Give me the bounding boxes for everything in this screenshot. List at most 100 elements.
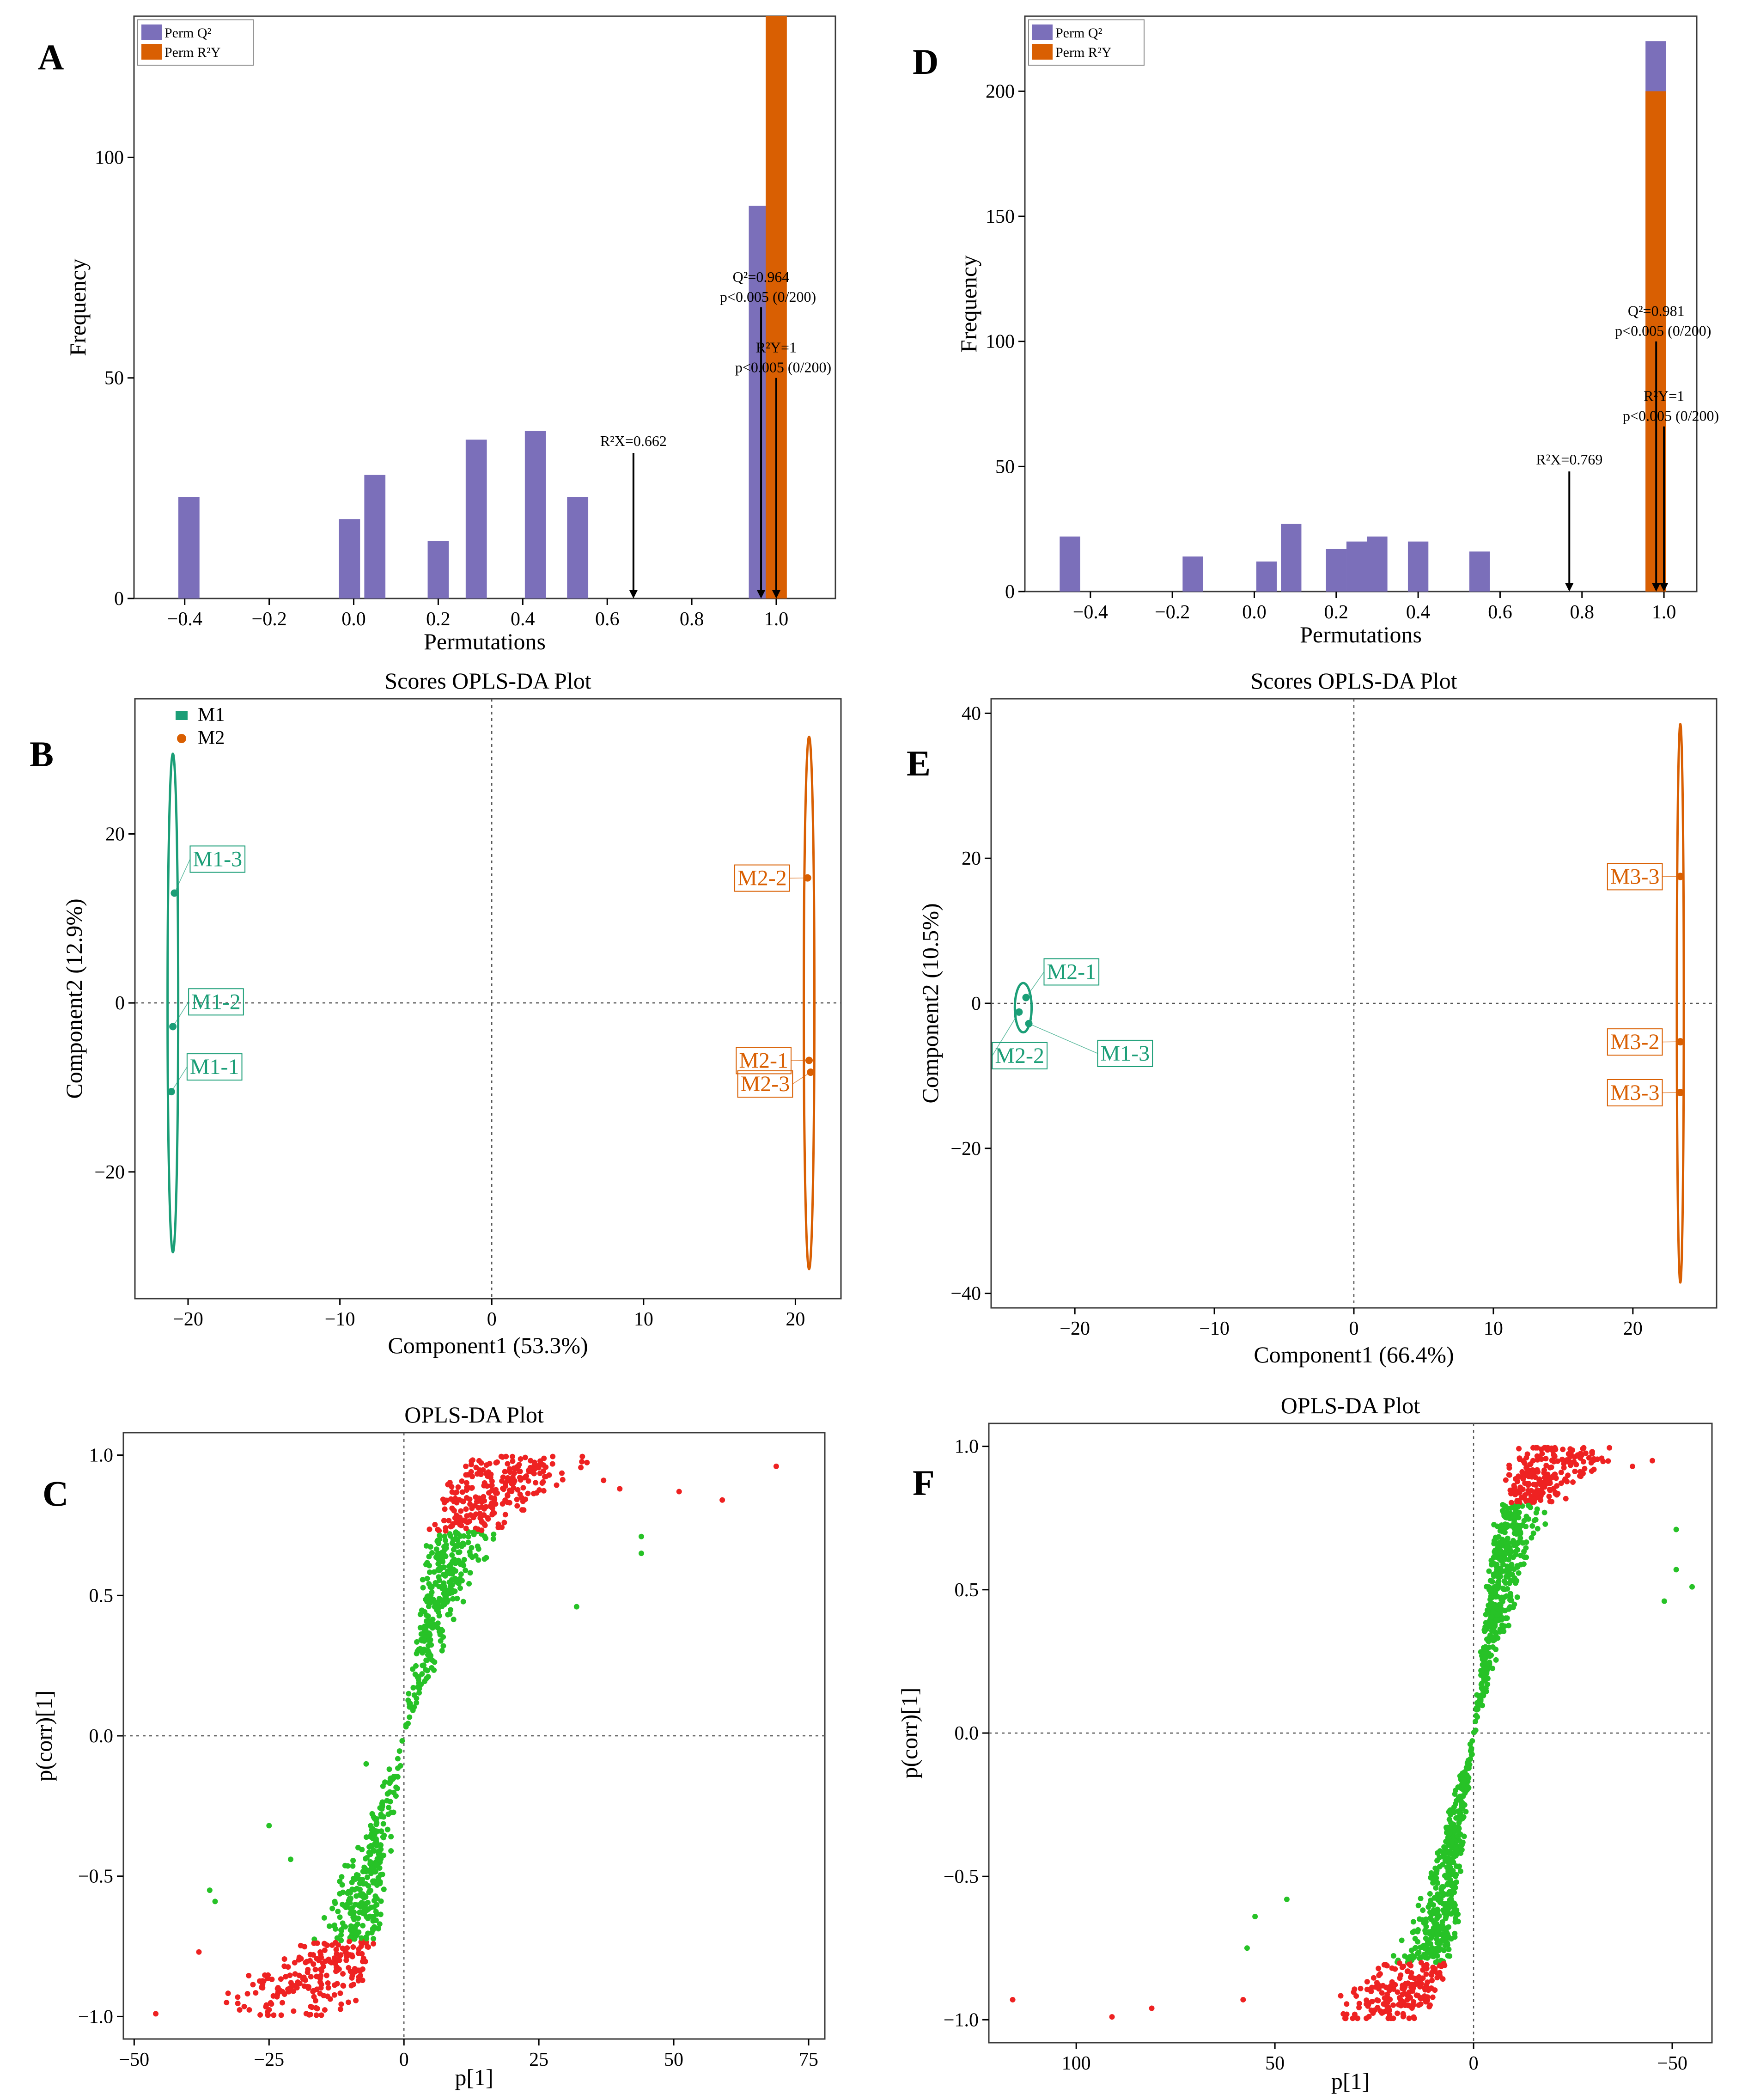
loading-point [257,2012,263,2018]
loading-point [350,1857,356,1863]
loading-point [1401,1990,1407,1996]
loading-point [263,2002,269,2008]
loading-point [1427,1941,1433,1947]
loading-point [346,1938,352,1944]
loading-point [1521,1518,1527,1524]
annotation-line1: R²Y=1 [756,339,797,356]
loading-point [485,1515,491,1521]
annotation-arrow-head [1652,583,1661,592]
loading-point [377,1805,383,1811]
loading-point [378,1898,384,1904]
loading-point [370,1880,376,1886]
loading-point [493,1460,499,1466]
loading-point [472,1503,478,1509]
loading-point [1532,1496,1538,1502]
loading-point [449,1540,455,1546]
loading-point [1437,1864,1443,1870]
loading-point [1434,1936,1440,1942]
loading-point [1497,1556,1503,1562]
loading-point [617,1486,623,1492]
loading-point [468,1462,474,1468]
loading-point [338,1952,344,1958]
legend-label: Perm R²Y [1055,45,1112,60]
loading-point [1437,1963,1443,1969]
loading-point [1492,1551,1498,1557]
loading-point [309,2004,315,2010]
loading-point [448,1524,454,1530]
x-tick-label: 1.0 [764,609,789,630]
loading-point [1530,1530,1536,1536]
loading-point [461,1533,467,1539]
loading-point [1411,1999,1417,2005]
permutation-histogram-a: −0.4 −0.2 0.0 0.2 0.4 0.6 0.8 1.0 0 50 100 Permutat… [65,15,836,654]
loading-point [1417,1916,1423,1922]
loading-point [372,1831,378,1838]
loading-point [487,1503,493,1509]
loading-point [1364,2015,1370,2021]
loading-point [1456,1864,1462,1870]
loading-point [307,2012,313,2018]
loading-point [1508,1591,1514,1597]
loading-point [467,1501,473,1507]
y-tick-label: 0 [114,588,124,610]
loading-point [1565,1472,1571,1478]
loading-point [1488,1587,1494,1593]
loading-point [1381,1962,1387,1968]
loading-point [336,1966,342,1972]
loading-point [1501,1578,1507,1584]
loading-point [1461,1770,1467,1776]
loading-point [274,1994,280,2000]
loading-point [391,1789,397,1795]
loading-point [468,1512,474,1518]
loading-point [352,1936,358,1942]
loading-point [1399,1937,1405,1943]
loading-point [1370,1975,1377,1981]
y-tick-label: 50 [104,368,124,389]
annotation-line2: p<0.005 (0/200) [1615,323,1711,339]
x-tick-label: 0.2 [1324,602,1349,623]
loading-point [719,1497,725,1503]
loading-point [1538,1497,1544,1503]
loading-point [1430,1994,1436,2000]
loading-point [519,1507,525,1513]
loading-point [1432,1987,1438,1993]
loading-point [1512,1491,1518,1497]
loading-point [483,1535,489,1541]
loading-point [460,1499,466,1505]
loading-point [368,1823,374,1829]
loading-point [399,1738,405,1744]
loading-point [1525,1502,1531,1508]
y-tick-label: −20 [94,1162,125,1183]
loading-point [354,1886,360,1892]
loading-point [1427,1915,1433,1921]
loading-point [260,1985,266,1991]
loading-point [1490,1644,1496,1650]
loading-point [1522,1492,1528,1498]
loading-point [339,1928,345,1934]
loading-point [1515,1503,1521,1509]
loading-point [503,1453,509,1459]
loading-point [337,1990,343,1996]
loading-point [360,1923,366,1929]
loading-point [253,1990,259,1996]
loading-point [337,1914,343,1920]
annotation-line2: p<0.005 (0/200) [735,359,831,376]
loading-point [335,1942,341,1948]
score-label-leader [992,1012,1020,1056]
loading-point [338,2001,344,2007]
histogram-bar [1367,536,1388,592]
loading-point [453,1520,459,1526]
loading-point [1529,1535,1535,1541]
loading-point [1517,1529,1523,1535]
loading-point [517,1475,523,1481]
loading-point [1463,1809,1469,1815]
loading-point [531,1471,537,1477]
loading-point [1580,1459,1586,1465]
loading-point [432,1600,438,1606]
loading-point [308,1974,314,1980]
loading-point [1531,1518,1537,1524]
loading-point [451,1557,457,1563]
x-axis-label: Permutations [424,629,546,654]
loading-point [439,1586,445,1592]
loading-point [438,1558,444,1564]
